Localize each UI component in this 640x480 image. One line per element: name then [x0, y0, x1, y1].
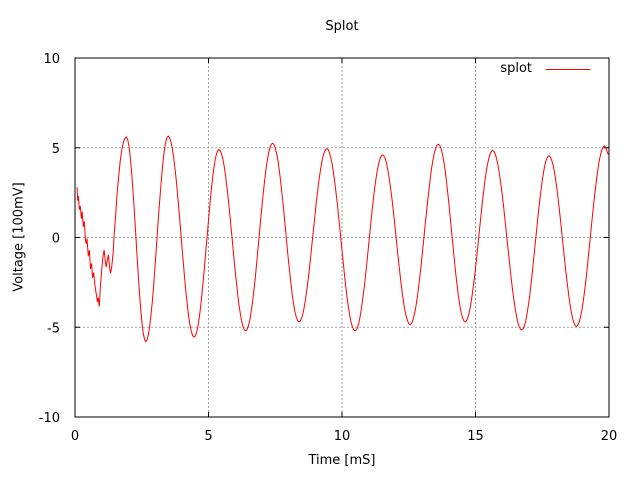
- y-tick-label: -10: [39, 411, 60, 426]
- x-tick-label: 0: [71, 429, 79, 444]
- series-line-splot: [76, 135, 610, 343]
- y-tick-label: 0: [52, 232, 60, 247]
- x-tick-label: 10: [334, 429, 351, 444]
- y-tick-label: 10: [43, 52, 60, 67]
- x-tick-label: 5: [204, 429, 212, 444]
- y-tick-label: 5: [52, 142, 60, 157]
- x-tick-label: 15: [467, 429, 484, 444]
- x-tick-label: 20: [601, 429, 618, 444]
- legend-series-label: splot: [500, 61, 532, 76]
- y-axis-title: Voltage [100mV]: [11, 182, 27, 292]
- y-tick-label: -5: [47, 321, 60, 336]
- legend: splot: [500, 62, 590, 76]
- plot-border: [74, 57, 610, 418]
- legend-line-sample: [546, 68, 590, 70]
- x-axis-title: Time [mS]: [308, 453, 376, 468]
- chart-title: Splot: [325, 19, 359, 34]
